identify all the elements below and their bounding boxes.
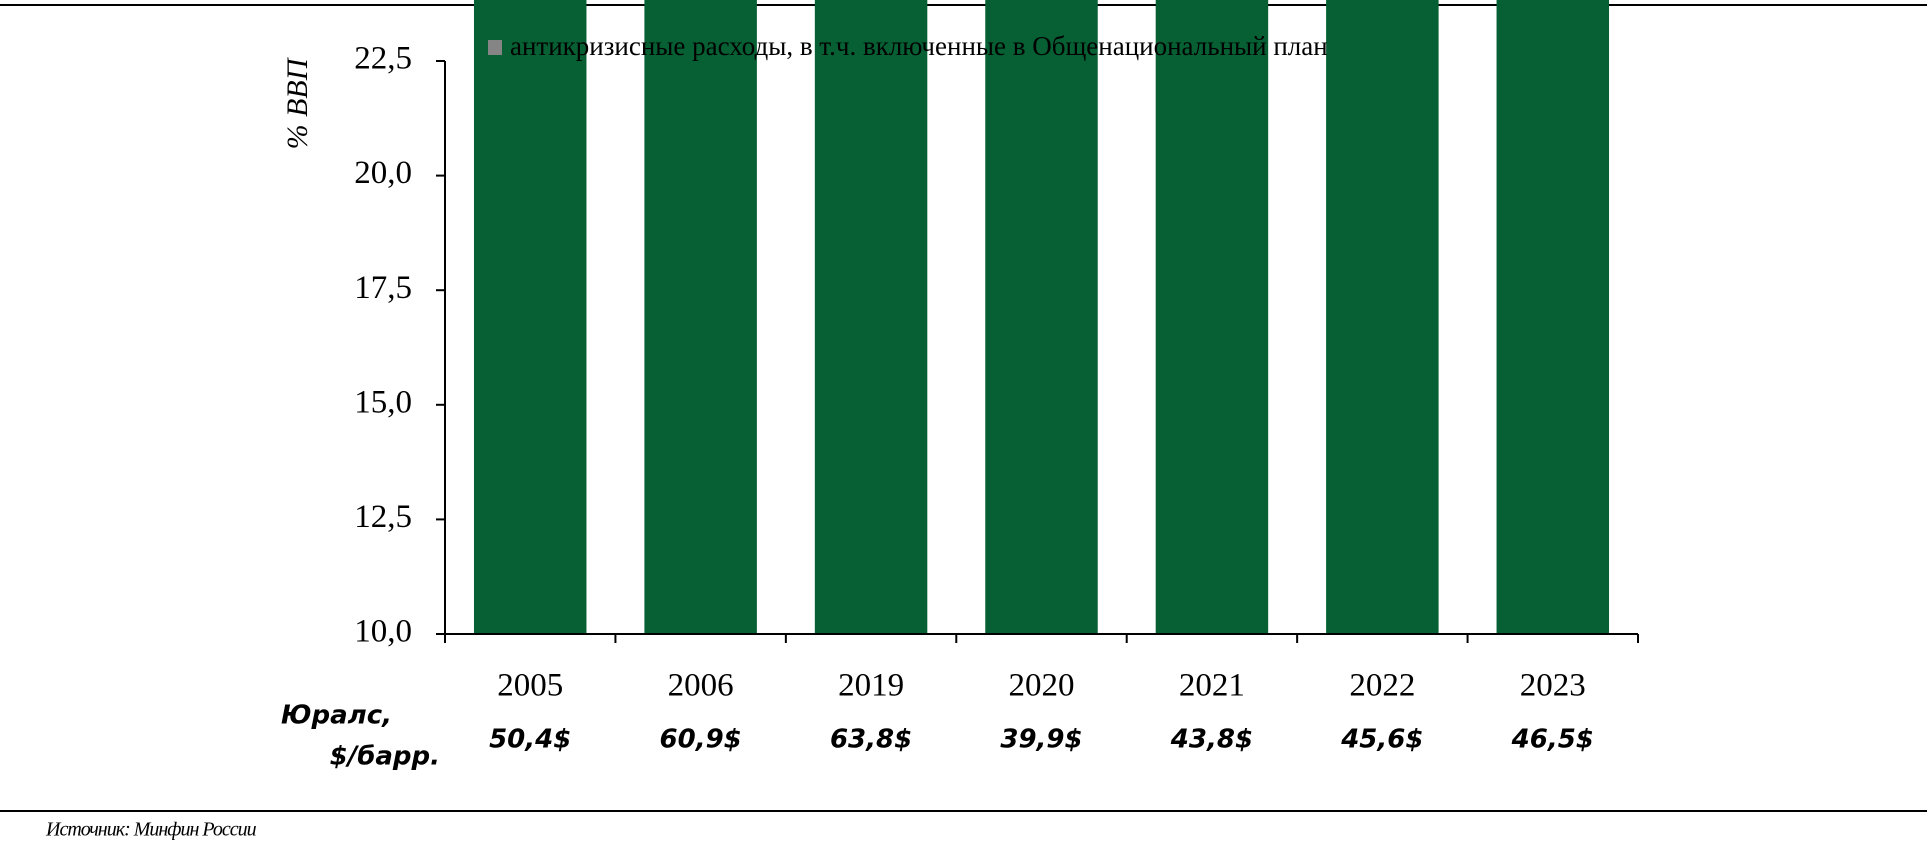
oil-value: 45,6$: [1340, 725, 1423, 755]
x-tick-label: 2005: [497, 668, 563, 704]
bar: [1155, 0, 1269, 635]
x-tick-label: 2006: [668, 668, 734, 704]
oil-value: 39,9$: [1000, 725, 1082, 755]
bar: [1326, 0, 1439, 634]
source: Источник: Минфин России: [45, 819, 257, 841]
oil-value: 63,8$: [830, 725, 912, 755]
bar: [473, 0, 587, 635]
y-tick-label: 17,5: [354, 270, 412, 306]
x-tick-label: 2020: [1009, 668, 1075, 704]
oil-value: 50,4$: [489, 725, 571, 755]
y-tick-label: 22,5: [354, 41, 412, 77]
oil-label: Юралс,: [281, 701, 392, 731]
x-tick-label: 2021: [1179, 668, 1245, 704]
y-tick-label: 12,5: [354, 499, 412, 535]
legend-swatch: [488, 40, 502, 55]
oil-value: 60,9$: [660, 725, 742, 755]
bar: [985, 0, 1098, 634]
bar: [814, 0, 928, 634]
oil-value: 46,5$: [1511, 725, 1594, 755]
y-tick-label: 15,0: [354, 384, 412, 420]
y-tick-label: 20,0: [354, 155, 412, 191]
bar: [644, 0, 757, 634]
oil-label: $/барр.: [330, 742, 440, 772]
x-tick-label: 2023: [1520, 668, 1586, 704]
y-tick-label: 10,0: [354, 614, 412, 650]
x-tick-label: 2019: [838, 668, 904, 704]
bar: [1496, 0, 1610, 635]
legend-label: антикризисные расходы, в т.ч. включенные…: [510, 31, 1328, 61]
y-axis-label: % ВВП: [281, 56, 314, 149]
x-tick-label: 2022: [1349, 668, 1415, 704]
oil-value: 43,8$: [1170, 725, 1253, 755]
